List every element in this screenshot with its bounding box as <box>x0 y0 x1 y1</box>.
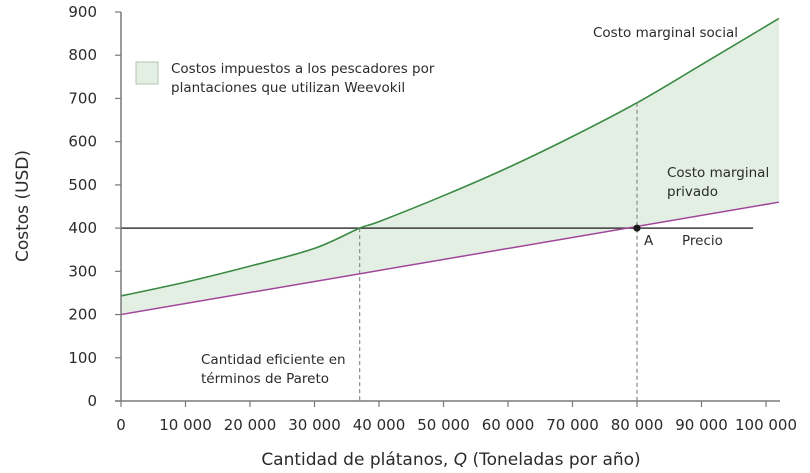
x-tick-label: 90 000 <box>675 416 728 434</box>
axes <box>115 12 780 402</box>
legend-label-line2: plantaciones que utilizan Weevokil <box>171 80 405 96</box>
price-label: Precio <box>682 233 723 249</box>
y-axis-ticks: 0 100 200 300 400 500 600 700 800 900 <box>68 3 121 410</box>
y-tick-label: 500 <box>68 176 97 194</box>
y-tick-label: 0 <box>87 392 97 410</box>
social-mc-label: Costo marginal social <box>593 25 738 41</box>
point-a-label: A <box>644 233 654 249</box>
y-axis-title: Costos (USD) <box>13 150 33 262</box>
y-tick-label: 700 <box>68 89 97 107</box>
pareto-label-line2: términos de Pareto <box>201 371 329 387</box>
y-tick-label: 200 <box>68 306 97 324</box>
y-tick-label: 300 <box>68 262 97 280</box>
y-tick-label: 400 <box>68 219 97 237</box>
y-tick-label: 100 <box>68 349 97 367</box>
legend-label-line1: Costos impuestos a los pescadores por <box>171 61 435 77</box>
x-tick-label: 10 000 <box>159 416 212 434</box>
x-tick-label: 50 000 <box>417 416 470 434</box>
x-tick-label: 60 000 <box>482 416 535 434</box>
x-axis-ticks: 0 10 000 20 000 30 000 40 000 50 000 60 000 70 … <box>116 401 797 434</box>
shaded-area-fill <box>121 18 779 315</box>
point-a-marker <box>633 224 641 232</box>
x-axis-title: Cantidad de plátanos, Q (Toneladas por a… <box>261 450 640 470</box>
private-mc-label-line1: Costo marginal <box>667 165 769 181</box>
social-mc-line <box>120 17 780 297</box>
y-tick-label: 900 <box>68 3 97 21</box>
x-tick-label: 40 000 <box>353 416 406 434</box>
private-mc-line <box>120 201 780 316</box>
private-mc-label-line2: privado <box>667 184 718 200</box>
x-tick-label: 100 000 <box>735 416 797 434</box>
x-tick-label: 30 000 <box>288 416 341 434</box>
y-tick-label: 800 <box>68 46 97 64</box>
shaded-external-cost-area <box>121 18 779 315</box>
pareto-label-line1: Cantidad eficiente en <box>201 352 346 368</box>
series-lines <box>120 17 780 316</box>
dashed-reference-lines <box>359 102 638 401</box>
legend: Costos impuestos a los pescadores por pl… <box>135 61 435 96</box>
y-tick-label: 600 <box>68 133 97 151</box>
x-tick-label: 80 000 <box>611 416 664 434</box>
x-tick-label: 20 000 <box>224 416 277 434</box>
legend-swatch <box>135 61 159 85</box>
x-tick-label: 0 <box>116 416 126 434</box>
x-tick-label: 70 000 <box>546 416 599 434</box>
